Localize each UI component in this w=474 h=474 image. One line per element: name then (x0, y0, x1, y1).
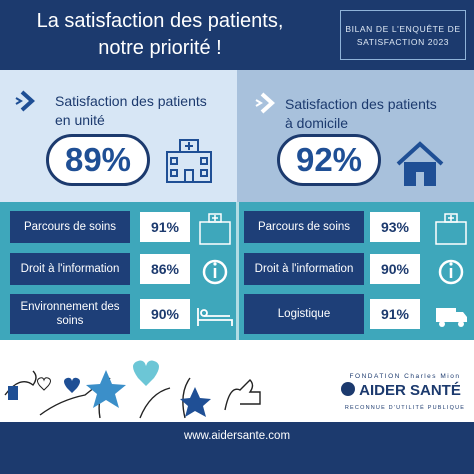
row-value: 93% (370, 212, 420, 242)
row-label: Droit à l'information (10, 253, 130, 285)
row-label: Parcours de soins (244, 211, 364, 243)
row-label: Logistique (244, 294, 364, 334)
logo-name: AIDER SANTÉ (359, 382, 461, 399)
cuff (8, 386, 18, 400)
panel-title-line: Satisfaction des patients (285, 96, 437, 112)
title: La satisfaction des patients, notre prio… (10, 8, 310, 62)
logo-mark (341, 382, 355, 396)
row-value: 91% (370, 299, 420, 329)
panel-title-line: Satisfaction des patients (55, 93, 207, 109)
bed-icon (197, 308, 233, 326)
panel-title-line: à domicile (285, 115, 349, 131)
info-icon (202, 259, 464, 285)
website: www.aidersante.com (183, 430, 291, 442)
survey-badge: BILAN DE L'ENQUÊTE DE SATISFACTION 2023 (340, 10, 466, 60)
star (86, 370, 126, 408)
overall-score: 92% (277, 134, 381, 186)
chevron (255, 99, 263, 107)
row-icons (197, 213, 467, 327)
illustration: FONDATION Charles Mion AIDER SANTÉ RECON… (4, 360, 465, 419)
panel-icons (15, 90, 444, 186)
row-value: 90% (370, 254, 420, 284)
badge-line: SATISFACTION 2023 (356, 37, 450, 47)
divider (236, 202, 239, 340)
chevron (15, 97, 23, 105)
row-value: 90% (140, 299, 190, 329)
logo-tagline: RECONNUE D'UTILITÉ PUBLIQUE (345, 404, 465, 411)
panel-title: Satisfaction des patients en unité (55, 92, 207, 130)
title-line: notre priorité ! (98, 37, 222, 59)
row-label: Environnement des soins (10, 294, 130, 334)
panel-title-line: en unité (55, 112, 105, 128)
row-label: Parcours de soins (10, 211, 130, 243)
hospital-icon (166, 139, 212, 183)
title-line: La satisfaction des patients, (36, 10, 284, 32)
row-value: 86% (140, 254, 190, 284)
house-icon (396, 141, 444, 186)
truck-icon (436, 308, 467, 327)
badge-line: BILAN DE L'ENQUÊTE DE (345, 24, 461, 34)
panel-title: Satisfaction des patients à domicile (285, 95, 437, 133)
heart (64, 377, 80, 393)
hospital-icon (199, 213, 467, 245)
chevron (260, 92, 275, 114)
heart (133, 360, 159, 386)
logo-foundation: FONDATION Charles Mion (350, 373, 461, 380)
info-dot (213, 262, 217, 266)
star (180, 387, 211, 417)
header (0, 0, 474, 70)
info-dot (449, 262, 453, 266)
row-value: 91% (140, 212, 190, 242)
row-label: Droit à l'information (244, 253, 364, 285)
footer: www.aidersante.com (0, 422, 474, 474)
heart (37, 377, 51, 391)
overall-score: 89% (46, 134, 150, 186)
chevron (20, 90, 35, 112)
